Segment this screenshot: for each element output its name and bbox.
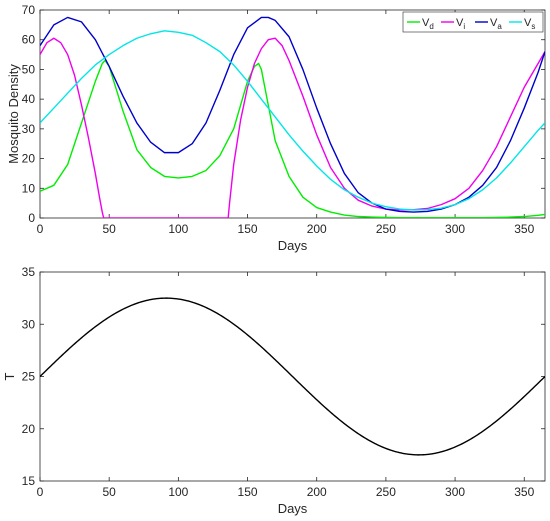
legend-box (402, 11, 544, 33)
legend-label-va: Va (490, 17, 502, 31)
x-tick-label: 300 (445, 222, 465, 236)
x-tick-label: 200 (307, 485, 327, 499)
x-tick-label: 100 (168, 222, 188, 236)
x-tick-label: 350 (514, 485, 534, 499)
legend-name: V (422, 17, 430, 29)
legend-subscript: a (497, 22, 502, 31)
x-tick-label: 50 (102, 222, 116, 236)
x-tick-label: 350 (514, 222, 534, 236)
x-tick-label: 50 (102, 485, 116, 499)
legend-subscript: s (531, 22, 535, 31)
y-tick-label: 60 (22, 33, 36, 47)
legend-subscript: d (429, 22, 433, 31)
legend-name: V (456, 17, 464, 29)
x-tick-label: 0 (37, 485, 44, 499)
legend-subscript: i (463, 22, 465, 31)
x-tick-label: 100 (168, 485, 188, 499)
x-tick-label: 250 (376, 485, 396, 499)
legend-label-vi: Vi (456, 17, 465, 31)
y-tick-label: 70 (22, 3, 36, 17)
x-tick-label: 300 (445, 485, 465, 499)
legend-name: V (490, 17, 498, 29)
y-tick-label: 20 (22, 152, 36, 166)
x-axis-label: Days (278, 501, 308, 516)
y-axis-label: T (2, 372, 17, 380)
temperature-chart: 0 50 100 150 200 250 300 350 15 20 25 30 35 Days T (2, 265, 546, 516)
x-tick-label: 0 (37, 222, 44, 236)
y-tick-label: 20 (22, 422, 36, 436)
x-axis-label: Days (278, 238, 308, 253)
y-tick-label: 35 (22, 265, 36, 279)
series-line-vi (40, 37, 545, 218)
y-tick-label: 10 (22, 181, 36, 195)
x-tick-label: 200 (307, 222, 327, 236)
y-tick-label: 40 (22, 92, 36, 106)
y-tick-label: 25 (22, 370, 36, 384)
population-chart: 0 50 100 150 200 250 300 350 0 10 20 30 40 50 60 70 Days… (6, 3, 546, 253)
series-line-vd (40, 59, 545, 218)
legend-label-vd: Vd (422, 17, 434, 31)
y-axis-label: Mosquito Density (6, 64, 21, 164)
x-tick-label: 150 (238, 222, 258, 236)
y-tick-label: 15 (22, 474, 36, 488)
legend-name: V (524, 17, 532, 29)
plot-frame (39, 9, 546, 219)
series-line-va (40, 16, 545, 213)
y-tick-label: 30 (22, 317, 36, 331)
y-tick-label: 0 (28, 211, 35, 225)
series-line-vs (40, 30, 545, 211)
x-tick-label: 250 (376, 222, 396, 236)
y-tick-label: 50 (22, 62, 36, 76)
series-line-temperature (40, 297, 545, 456)
legend-label-vs: Vs (524, 17, 535, 31)
y-tick-label: 30 (22, 122, 36, 136)
x-tick-label: 150 (238, 485, 258, 499)
